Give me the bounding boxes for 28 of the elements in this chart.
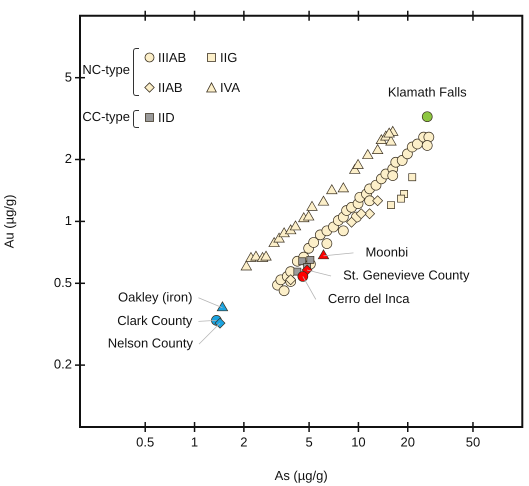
legend-label: IVA (220, 80, 240, 95)
y-tick-label: 2 (64, 151, 72, 166)
x-tick-label: 5 (305, 434, 313, 450)
x-tick-label: 50 (466, 434, 480, 450)
series-label: Nelson County (108, 336, 194, 351)
series-label: Clark County (117, 312, 193, 328)
x-tick-label: 0.5 (136, 434, 154, 450)
legend-label: IID (158, 110, 175, 125)
y-tick-label: 0.2 (54, 356, 72, 372)
x-tick-label: 1 (190, 434, 198, 450)
x-tick-label: 10 (351, 434, 366, 450)
series-label: Klamath Falls (388, 84, 468, 100)
x-axis-title: As (µg/g) (274, 468, 328, 483)
series-label: Oakley (iron) (118, 289, 192, 304)
annotation: CC-type (81, 109, 130, 124)
y-tick-label: 1 (64, 212, 72, 228)
x-tick-label: 2 (240, 434, 248, 450)
text: St. Genevieve County (343, 268, 470, 283)
legend-label: IIG (220, 50, 238, 65)
y-tick-label: 5 (64, 69, 72, 84)
x-tick-label: 20 (400, 434, 415, 450)
text: Moonbi (365, 244, 408, 260)
legend-label: IIIAB (158, 50, 186, 65)
y-tick-label: 0.5 (54, 274, 72, 290)
legend-label: IIAB (158, 80, 183, 95)
y-axis-title: Au (µg/g) (1, 194, 16, 248)
annotation: NC-type (82, 62, 130, 77)
series-label: Cerro del Inca (328, 291, 410, 306)
